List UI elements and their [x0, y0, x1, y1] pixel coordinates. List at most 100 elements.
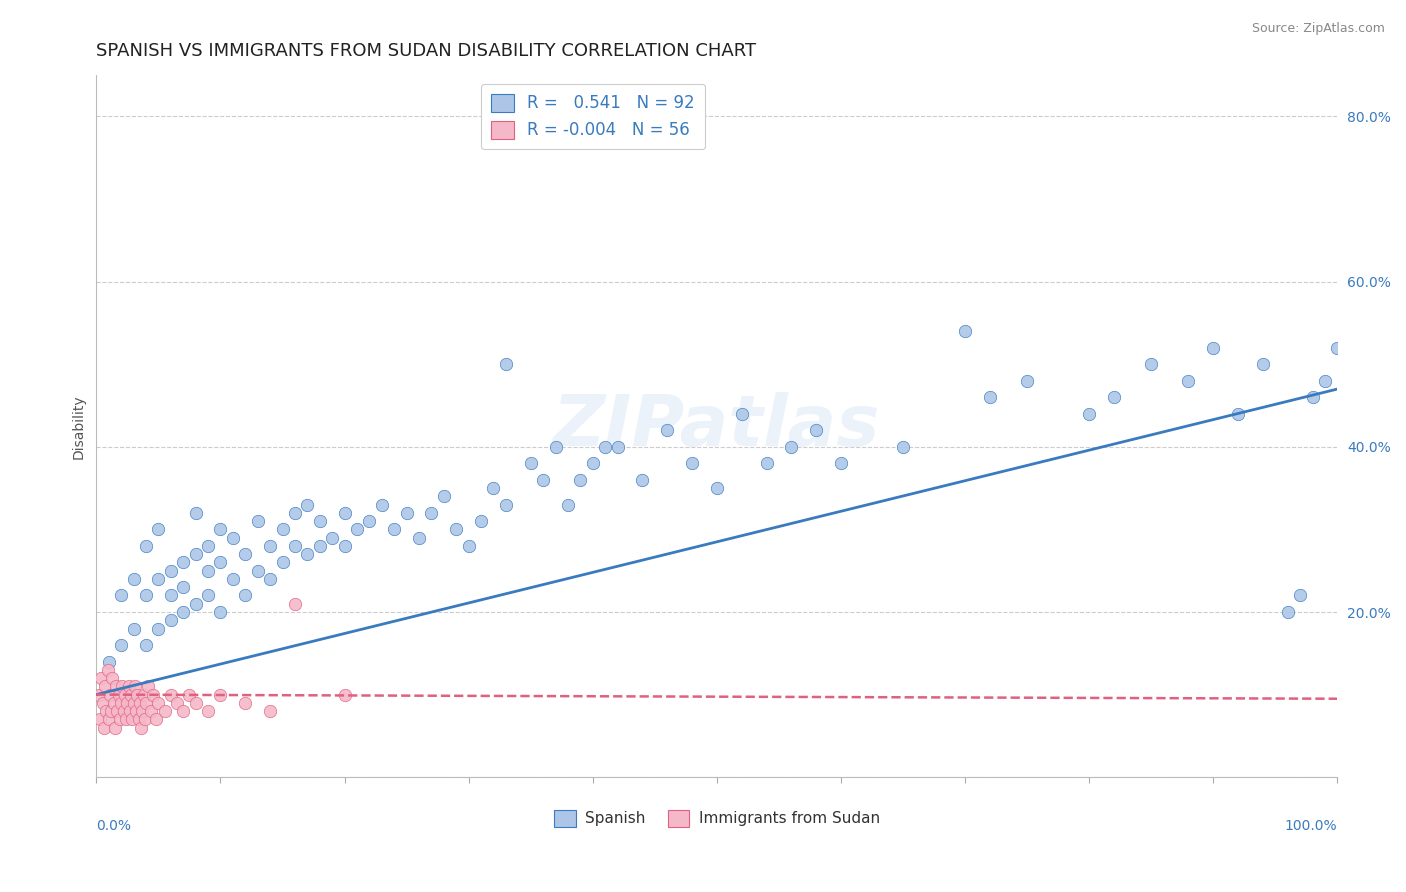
Point: [153, 704, 176, 718]
Point: [446, 523, 468, 537]
Point: [101, 671, 124, 685]
Point: [138, 679, 160, 693]
Point: [1326, 341, 1348, 355]
Point: [1277, 605, 1299, 619]
Point: [121, 712, 143, 726]
Point: [780, 440, 803, 454]
Point: [271, 556, 294, 570]
Point: [233, 696, 256, 710]
Point: [122, 696, 145, 710]
Point: [97, 655, 120, 669]
Point: [408, 531, 430, 545]
Point: [105, 679, 128, 693]
Point: [128, 696, 150, 710]
Point: [582, 456, 605, 470]
Point: [420, 506, 443, 520]
Point: [482, 481, 505, 495]
Point: [184, 597, 207, 611]
Point: [1302, 390, 1324, 404]
Point: [1102, 390, 1125, 404]
Point: [179, 688, 201, 702]
Point: [159, 589, 181, 603]
Point: [297, 547, 319, 561]
Point: [148, 696, 170, 710]
Point: [96, 663, 118, 677]
Point: [104, 721, 127, 735]
Point: [804, 423, 827, 437]
Point: [606, 440, 628, 454]
Point: [122, 572, 145, 586]
Point: [184, 506, 207, 520]
Text: Source: ZipAtlas.com: Source: ZipAtlas.com: [1251, 22, 1385, 36]
Point: [544, 440, 567, 454]
Point: [134, 712, 156, 726]
Point: [135, 638, 157, 652]
Point: [209, 605, 232, 619]
Point: [118, 704, 141, 718]
Point: [1202, 341, 1225, 355]
Point: [197, 704, 219, 718]
Text: 0.0%: 0.0%: [97, 820, 131, 833]
Point: [284, 506, 307, 520]
Point: [470, 514, 492, 528]
Point: [108, 712, 131, 726]
Point: [1140, 357, 1163, 371]
Point: [135, 589, 157, 603]
Text: 100.0%: 100.0%: [1285, 820, 1337, 833]
Point: [122, 622, 145, 636]
Point: [124, 679, 146, 693]
Point: [222, 572, 245, 586]
Point: [233, 589, 256, 603]
Point: [107, 688, 129, 702]
Point: [111, 679, 134, 693]
Point: [284, 539, 307, 553]
Point: [127, 688, 149, 702]
Point: [1017, 374, 1039, 388]
Point: [557, 498, 579, 512]
Point: [271, 523, 294, 537]
Point: [233, 547, 256, 561]
Point: [90, 671, 112, 685]
Point: [110, 638, 132, 652]
Point: [131, 704, 153, 718]
Point: [110, 589, 132, 603]
Point: [979, 390, 1001, 404]
Point: [114, 688, 136, 702]
Point: [259, 704, 281, 718]
Point: [209, 556, 232, 570]
Point: [148, 622, 170, 636]
Point: [117, 696, 139, 710]
Point: [94, 679, 117, 693]
Text: SPANISH VS IMMIGRANTS FROM SUDAN DISABILITY CORRELATION CHART: SPANISH VS IMMIGRANTS FROM SUDAN DISABIL…: [97, 42, 756, 60]
Point: [333, 688, 356, 702]
Point: [197, 589, 219, 603]
Point: [209, 523, 232, 537]
Point: [953, 324, 976, 338]
Point: [755, 456, 778, 470]
Point: [128, 712, 150, 726]
Point: [706, 481, 728, 495]
Legend: Spanish, Immigrants from Sudan: Spanish, Immigrants from Sudan: [548, 804, 886, 833]
Point: [297, 498, 319, 512]
Point: [139, 704, 162, 718]
Point: [97, 712, 120, 726]
Point: [359, 514, 381, 528]
Point: [132, 688, 155, 702]
Point: [346, 523, 368, 537]
Point: [259, 572, 281, 586]
Point: [891, 440, 914, 454]
Point: [115, 712, 138, 726]
Point: [1078, 407, 1101, 421]
Point: [321, 531, 343, 545]
Point: [657, 423, 679, 437]
Point: [172, 556, 194, 570]
Point: [91, 696, 114, 710]
Point: [148, 572, 170, 586]
Point: [382, 523, 405, 537]
Point: [172, 704, 194, 718]
Point: [495, 498, 517, 512]
Point: [98, 688, 121, 702]
Point: [246, 514, 269, 528]
Point: [87, 688, 110, 702]
Point: [681, 456, 703, 470]
